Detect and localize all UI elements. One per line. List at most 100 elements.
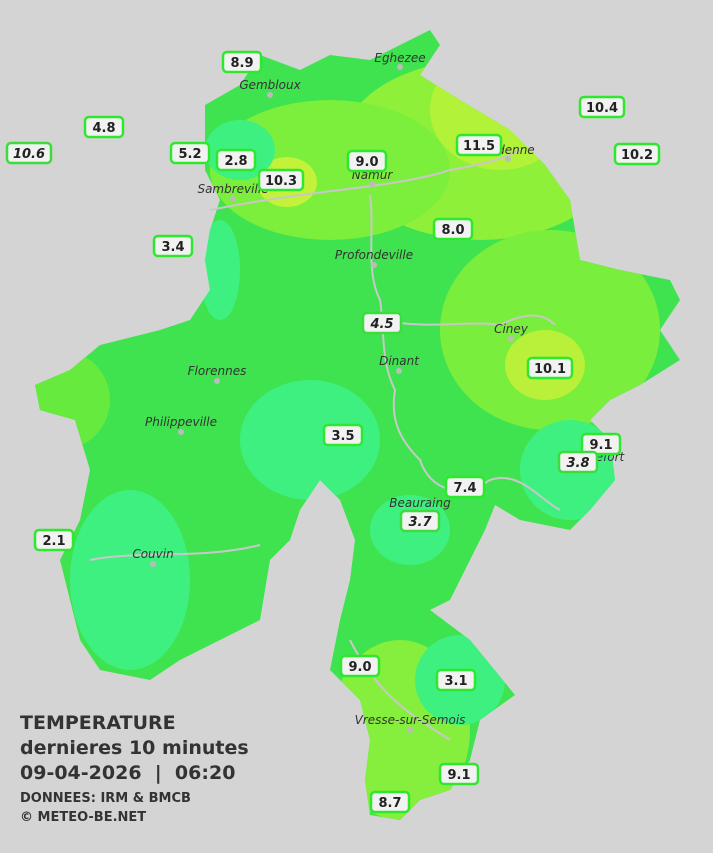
city-label: Beauraing bbox=[389, 496, 451, 510]
station-value: 9.1 bbox=[447, 768, 470, 783]
station-value: 4.8 bbox=[92, 121, 115, 136]
city-label: Couvin bbox=[132, 547, 173, 561]
station: 3.5 bbox=[322, 423, 364, 447]
city-dot bbox=[505, 156, 511, 162]
station-value: 11.5 bbox=[463, 139, 495, 154]
city-dot bbox=[396, 368, 402, 374]
station: 9.1 bbox=[438, 762, 480, 786]
city-label: Philippeville bbox=[145, 415, 217, 429]
station: 2.1 bbox=[33, 528, 75, 552]
station-box bbox=[346, 149, 388, 173]
station-box bbox=[257, 168, 305, 192]
station: 9.0 bbox=[339, 654, 381, 678]
station-box bbox=[399, 509, 441, 533]
station: 10.4 bbox=[578, 95, 626, 119]
city-dot bbox=[508, 336, 514, 342]
station-value: 10.6 bbox=[13, 147, 45, 162]
copyright: © METEO-BE.NET bbox=[20, 810, 147, 825]
station: 10.1 bbox=[526, 356, 574, 380]
source: DONNEES: IRM & BMCB bbox=[20, 791, 191, 806]
station-box bbox=[438, 762, 480, 786]
city-dot bbox=[407, 727, 413, 733]
city-label: Eghezee bbox=[374, 51, 425, 65]
station-value: 8.7 bbox=[378, 796, 401, 811]
datetime: 09-04-2026 | 06:20 bbox=[20, 762, 236, 784]
station: 3.7 bbox=[399, 509, 441, 533]
station-box bbox=[339, 654, 381, 678]
city-label: Profondeville bbox=[335, 248, 413, 262]
city-dot bbox=[178, 429, 184, 435]
station-box bbox=[152, 234, 194, 258]
station: 10.6 bbox=[5, 141, 53, 165]
station: 4.5 bbox=[361, 311, 403, 335]
station-box bbox=[83, 115, 125, 139]
station-value: 10.1 bbox=[534, 362, 566, 377]
station-value: 9.0 bbox=[355, 155, 378, 170]
rivers bbox=[89, 149, 561, 741]
station-value: 3.1 bbox=[444, 674, 467, 689]
station: 3.8 bbox=[557, 450, 599, 474]
city-dot bbox=[267, 92, 273, 98]
station-box bbox=[361, 311, 403, 335]
city-label: Florennes bbox=[188, 364, 247, 378]
city-dot bbox=[230, 196, 236, 202]
station-value: 3.4 bbox=[161, 240, 184, 255]
city-dot bbox=[371, 262, 377, 268]
station-box bbox=[322, 423, 364, 447]
station-value: 9.1 bbox=[589, 438, 612, 453]
station: 8.7 bbox=[369, 790, 411, 814]
station-box bbox=[526, 356, 574, 380]
station: 3.4 bbox=[152, 234, 194, 258]
station-value: 2.1 bbox=[42, 534, 65, 549]
city-label: Ciney bbox=[494, 322, 529, 336]
station: 4.8 bbox=[83, 115, 125, 139]
station: 3.1 bbox=[435, 668, 477, 692]
station-box bbox=[432, 217, 474, 241]
city-label: Gembloux bbox=[239, 78, 301, 92]
station-box bbox=[580, 432, 622, 456]
station: 9.0 bbox=[346, 149, 388, 173]
station-box bbox=[557, 450, 599, 474]
station-box bbox=[5, 141, 53, 165]
station-value: 9.0 bbox=[348, 660, 371, 675]
station-value: 10.2 bbox=[621, 148, 653, 163]
city-label: Dinant bbox=[379, 354, 420, 368]
station-box bbox=[613, 142, 661, 166]
station-box bbox=[578, 95, 626, 119]
station-box bbox=[221, 50, 263, 74]
city-label: Sambreville bbox=[197, 182, 268, 196]
station: 7.4 bbox=[444, 475, 486, 499]
city-dot bbox=[150, 561, 156, 567]
station: 2.8 bbox=[215, 148, 257, 172]
subheading: dernieres 10 minutes bbox=[20, 737, 249, 759]
station-value: 3.8 bbox=[566, 456, 589, 471]
station-value: 3.7 bbox=[408, 515, 432, 530]
station: 10.2 bbox=[613, 142, 661, 166]
station-value: 5.2 bbox=[178, 147, 201, 162]
station: 9.1 bbox=[580, 432, 622, 456]
station-box bbox=[169, 141, 211, 165]
station-box bbox=[455, 133, 503, 157]
city-dot bbox=[214, 378, 220, 384]
station: 5.2 bbox=[169, 141, 211, 165]
station: 8.9 bbox=[221, 50, 263, 74]
station-value: 8.0 bbox=[441, 223, 464, 238]
heading: TEMPERATURE bbox=[20, 712, 176, 734]
station-box bbox=[444, 475, 486, 499]
station-value: 4.5 bbox=[369, 317, 393, 332]
station-value: 7.4 bbox=[453, 481, 476, 496]
station-value: 2.8 bbox=[224, 154, 247, 169]
station-box bbox=[369, 790, 411, 814]
station-value: 3.5 bbox=[331, 429, 354, 444]
station-box bbox=[435, 668, 477, 692]
city-dot bbox=[397, 64, 403, 70]
city-label: Vresse-sur-Semois bbox=[355, 713, 466, 727]
station: 11.5 bbox=[455, 133, 503, 157]
city-dot bbox=[369, 181, 375, 187]
station-box bbox=[215, 148, 257, 172]
station-value: 10.4 bbox=[586, 101, 618, 116]
station: 8.0 bbox=[432, 217, 474, 241]
station-value: 8.9 bbox=[230, 56, 253, 71]
